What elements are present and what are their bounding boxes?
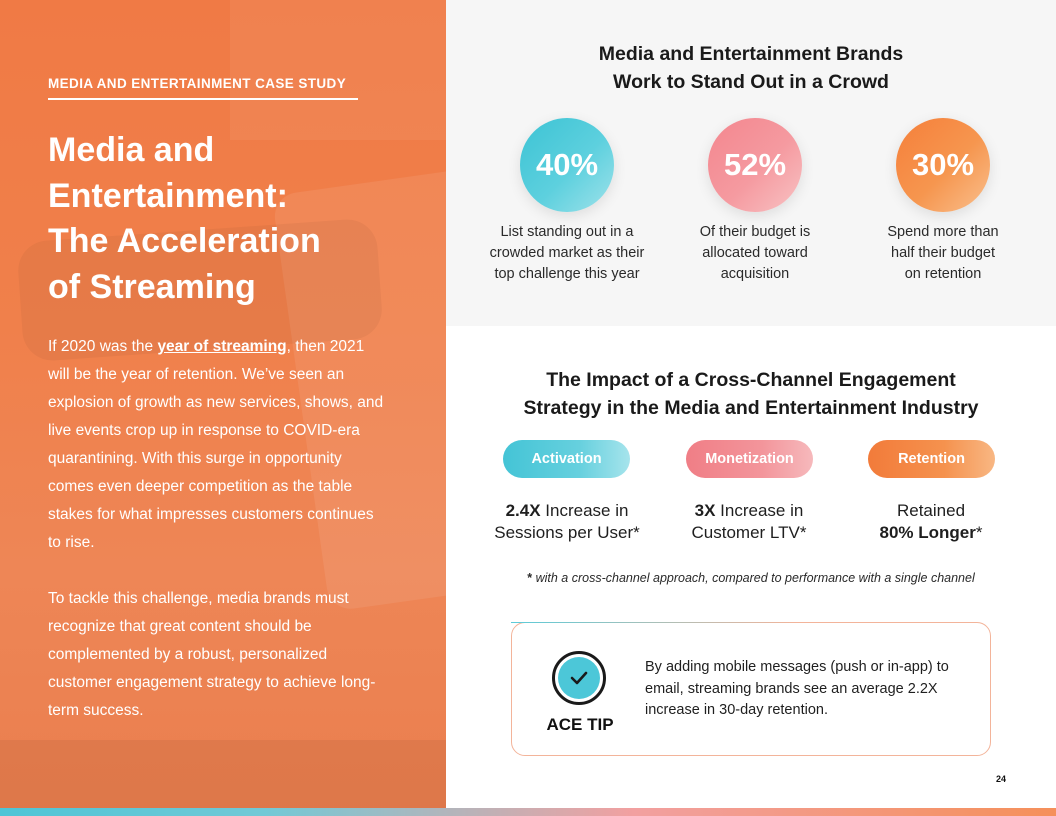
stat-description: List standing out in a crowded market as…: [482, 222, 652, 285]
monetization-impact: 3X Increase in Customer LTV*: [649, 500, 849, 544]
intro-text-start: If 2020 was the: [48, 338, 158, 355]
ace-tip-label: ACE TIP: [546, 715, 614, 734]
heading-line: Work to Stand Out in a Crowd: [613, 71, 889, 93]
footnote-star: *: [527, 571, 533, 585]
impact-line: 2.4X Increase in: [467, 500, 667, 522]
footnote-text: with a cross-channel approach, compared …: [532, 571, 975, 585]
impact-value: 2.4X: [505, 501, 541, 520]
stat-circle-52: 52%: [708, 118, 802, 212]
background-texture: [0, 740, 446, 816]
ace-tip-box: ACE TIP By adding mobile messages (push …: [510, 621, 991, 756]
title-line: of Streaming: [48, 267, 256, 306]
impact-heading: The Impact of a Cross-Channel Engagement…: [446, 366, 1056, 422]
intro-text-end: , then 2021 will be the year of retentio…: [48, 338, 384, 551]
impact-value: 80% Longer: [879, 523, 976, 542]
monetization-pill: Monetization: [686, 440, 813, 478]
bottom-gradient-bar: [0, 808, 1056, 816]
stat-description: Spend more than half their budget on ret…: [858, 222, 1028, 285]
stats-heading: Media and Entertainment Brands Work to S…: [446, 40, 1056, 96]
desc-line: Of their budget is: [699, 224, 811, 240]
background-texture: [230, 0, 446, 140]
title-line: Entertainment:: [48, 176, 288, 215]
impact-star: *: [975, 523, 983, 542]
check-circle-icon: [552, 651, 606, 705]
desc-line: crowded market as their: [489, 245, 645, 261]
checkmark-svg: [570, 671, 588, 685]
retention-impact: Retained 80% Longer*: [831, 500, 1031, 544]
stat-circle-30: 30%: [896, 118, 990, 212]
impact-line: Retained: [896, 501, 966, 520]
page-title: Media and Entertainment: The Acceleratio…: [48, 128, 428, 310]
impact-section: The Impact of a Cross-Channel Engagement…: [446, 326, 1056, 808]
check-icon: [558, 657, 600, 699]
footnote: * with a cross-channel approach, compare…: [446, 571, 1056, 585]
desc-line: List standing out in a: [500, 224, 634, 240]
page-number: 24: [996, 774, 1007, 784]
intro-paragraph: If 2020 was the year of streaming, then …: [48, 333, 388, 557]
stats-section: Media and Entertainment Brands Work to S…: [446, 0, 1056, 326]
impact-line: Customer LTV*: [691, 523, 807, 542]
heading-line: Media and Entertainment Brands: [598, 43, 904, 65]
desc-line: Spend more than: [887, 224, 999, 240]
activation-impact: 2.4X Increase in Sessions per User*: [467, 500, 667, 544]
desc-line: allocated toward: [702, 245, 808, 261]
impact-text: Increase in: [715, 501, 804, 520]
impact-text: Increase in: [540, 501, 629, 520]
eyebrow-underline: [48, 98, 358, 100]
year-of-streaming-link[interactable]: year of streaming: [157, 338, 287, 355]
challenge-paragraph: To tackle this challenge, media brands m…: [48, 590, 376, 719]
impact-line: 80% Longer*: [831, 522, 1031, 544]
impact-line: 3X Increase in: [649, 500, 849, 522]
activation-pill: Activation: [503, 440, 630, 478]
stat-circle-40: 40%: [520, 118, 614, 212]
left-panel: MEDIA AND ENTERTAINMENT CASE STUDY Media…: [0, 0, 446, 816]
stat-description: Of their budget is allocated toward acqu…: [670, 222, 840, 285]
impact-line: Sessions per User*: [494, 523, 640, 542]
impact-value: 3X: [694, 501, 716, 520]
heading-line: The Impact of a Cross-Channel Engagement: [546, 369, 956, 391]
eyebrow-label: MEDIA AND ENTERTAINMENT CASE STUDY: [48, 76, 347, 91]
ace-tip-text: By adding mobile messages (push or in-ap…: [645, 659, 949, 718]
desc-line: half their budget: [891, 245, 995, 261]
title-line: Media and: [48, 131, 215, 169]
desc-line: acquisition: [720, 266, 790, 282]
retention-pill: Retention: [868, 440, 995, 478]
title-line: The Acceleration: [48, 222, 321, 260]
desc-line: top challenge this year: [494, 266, 640, 282]
heading-line: Strategy in the Media and Entertainment …: [523, 397, 979, 419]
desc-line: on retention: [904, 266, 982, 282]
